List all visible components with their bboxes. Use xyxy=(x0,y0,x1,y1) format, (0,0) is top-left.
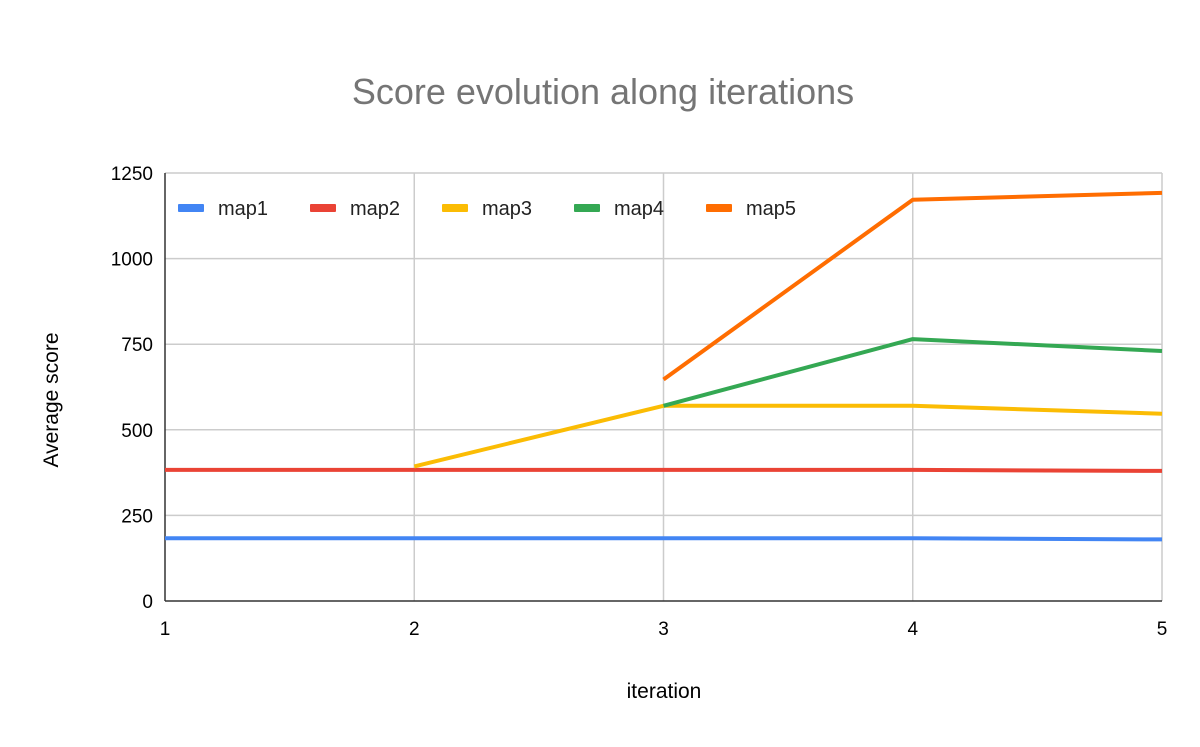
series-line-map2 xyxy=(165,467,1163,473)
axes xyxy=(164,173,1162,602)
y-tick-label: 0 xyxy=(142,592,153,613)
legend-label-map3: map3 xyxy=(482,198,532,220)
x-tick-label: 4 xyxy=(907,619,918,640)
y-axis-label: Average score xyxy=(40,332,63,467)
legend-label-map1: map1 xyxy=(218,198,268,220)
x-axis-label: iteration xyxy=(627,680,702,703)
x-tick-label: 2 xyxy=(409,619,420,640)
legend-label-map5: map5 xyxy=(746,198,796,220)
legend-label-map4: map4 xyxy=(614,198,664,220)
series-line-map4 xyxy=(662,337,1163,408)
series-lines xyxy=(165,190,1163,542)
x-tick-label: 5 xyxy=(1157,619,1168,640)
tick-labels: 0 250 500 750 1000 1250 1 2 3 4 5 xyxy=(111,164,1168,640)
y-tick-label: 1000 xyxy=(111,250,153,271)
x-tick-label: 1 xyxy=(160,619,171,640)
legend-swatch-map3 xyxy=(442,204,468,212)
y-tick-label: 1250 xyxy=(111,164,153,185)
chart-title: Score evolution along iterations xyxy=(352,71,854,112)
legend-swatch-map5 xyxy=(706,204,732,212)
x-tick-label: 3 xyxy=(658,619,669,640)
legend-swatch-map4 xyxy=(574,204,600,212)
y-tick-label: 750 xyxy=(121,335,153,356)
grid xyxy=(165,172,1163,601)
legend-swatch-map1 xyxy=(178,204,204,212)
y-tick-label: 250 xyxy=(121,506,153,527)
legend: map1 map2 map3 map4 map5 xyxy=(178,198,796,220)
series-line-map1 xyxy=(165,536,1163,542)
legend-swatch-map2 xyxy=(310,204,336,212)
series-line-map3 xyxy=(413,403,1163,469)
y-tick-label: 500 xyxy=(121,421,153,442)
series-line-map5 xyxy=(662,190,1163,382)
legend-label-map2: map2 xyxy=(350,198,400,220)
